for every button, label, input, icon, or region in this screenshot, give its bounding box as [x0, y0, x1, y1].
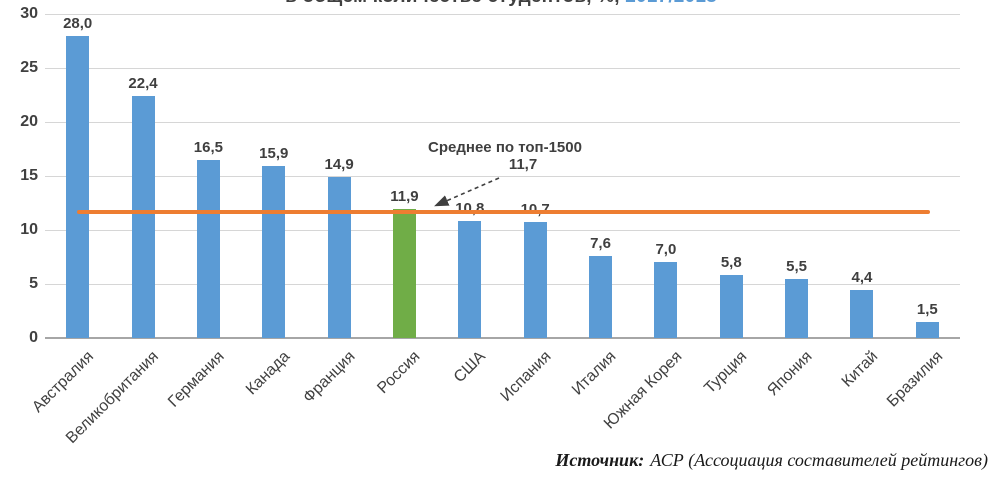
- gridline-y25: [45, 68, 960, 69]
- y-axis-tick-10: 10: [20, 221, 38, 238]
- bar-value-Россия: 11,9: [390, 188, 419, 205]
- bar-Австралия: [66, 36, 90, 338]
- y-axis-tick-15: 15: [20, 167, 38, 184]
- x-axis-label-Австралия: Австралия: [28, 348, 97, 416]
- bar-value-Южная Корея: 7,0: [655, 241, 677, 258]
- bar-Канада: [262, 166, 286, 338]
- x-axis-label-Испания: Испания: [497, 348, 555, 405]
- source-text: АСР (Ассоциация составителей рейтингов): [650, 450, 988, 470]
- source-caption: Источник: АСР (Ассоциация составителей ре…: [555, 450, 988, 471]
- bar-value-Великобритания: 22,4: [128, 75, 158, 92]
- bar-value-Франция: 14,9: [324, 156, 354, 173]
- gridline-y10: [45, 230, 960, 231]
- x-axis-line: [45, 337, 960, 339]
- bar-value-Испания: 10,7: [503, 200, 567, 220]
- bar-Германия: [196, 160, 220, 338]
- x-axis-label-Бразилия: Бразилия: [883, 348, 947, 411]
- bar-Испания: [523, 222, 547, 338]
- gridline-y30: [45, 14, 960, 15]
- bar-США: [458, 221, 482, 338]
- bar-Турция: [719, 275, 743, 338]
- y-axis-tick-5: 5: [29, 275, 38, 292]
- average-line-label: Среднее по топ-1500: [428, 139, 582, 156]
- x-axis-label-Турция: Турция: [701, 348, 751, 398]
- x-axis-label-Италия: Италия: [569, 348, 620, 399]
- average-reference-line: [77, 209, 930, 214]
- y-axis-tick-25: 25: [20, 59, 38, 76]
- x-axis-label-Канада: Канада: [242, 348, 293, 399]
- bar-value-Япония: 5,5: [786, 258, 808, 275]
- x-axis-label-Франция: Франция: [299, 348, 359, 407]
- bar-value-Австралия: 28,0: [63, 15, 93, 32]
- x-axis-label-Китай: Китай: [838, 348, 881, 391]
- average-line-value: 11,7: [508, 156, 538, 173]
- bar-Япония: [785, 279, 809, 338]
- bar-Великобритания: [131, 96, 155, 338]
- y-axis-tick-30: 30: [20, 5, 38, 22]
- bar-Китай: [850, 290, 874, 338]
- bar-value-Бразилия: 1,5: [916, 301, 938, 318]
- bar-Бразилия: [915, 322, 939, 338]
- bar-Россия: [392, 209, 416, 338]
- x-axis-label-Россия: Россия: [374, 348, 424, 398]
- chart-title: в общем количестве студентов, %, 2017/20…: [0, 0, 1002, 8]
- bar-Южная Корея: [654, 262, 678, 338]
- bar-value-Италия: 7,6: [590, 235, 611, 252]
- bar-value-Турция: 5,8: [720, 254, 742, 271]
- y-axis-tick-20: 20: [20, 113, 38, 130]
- gridline-y15: [45, 176, 960, 177]
- chart-title-main: в общем количестве студентов, %,: [285, 0, 620, 7]
- bar-value-Канада: 15,9: [259, 145, 289, 162]
- gridline-y20: [45, 122, 960, 123]
- chart-title-period: 2017/2018: [625, 0, 717, 7]
- bar-Италия: [589, 256, 613, 338]
- bar-Франция: [327, 177, 351, 338]
- gridline-y5: [45, 284, 960, 285]
- x-axis-label-Германия: Германия: [164, 348, 228, 411]
- bar-value-Германия: 16,5: [193, 139, 223, 156]
- source-prefix: Источник:: [555, 450, 645, 470]
- y-axis-tick-0: 0: [29, 329, 38, 346]
- x-axis-label-Япония: Япония: [764, 348, 816, 400]
- x-axis-label-США: США: [450, 348, 489, 387]
- bar-value-Китай: 4,4: [851, 269, 873, 286]
